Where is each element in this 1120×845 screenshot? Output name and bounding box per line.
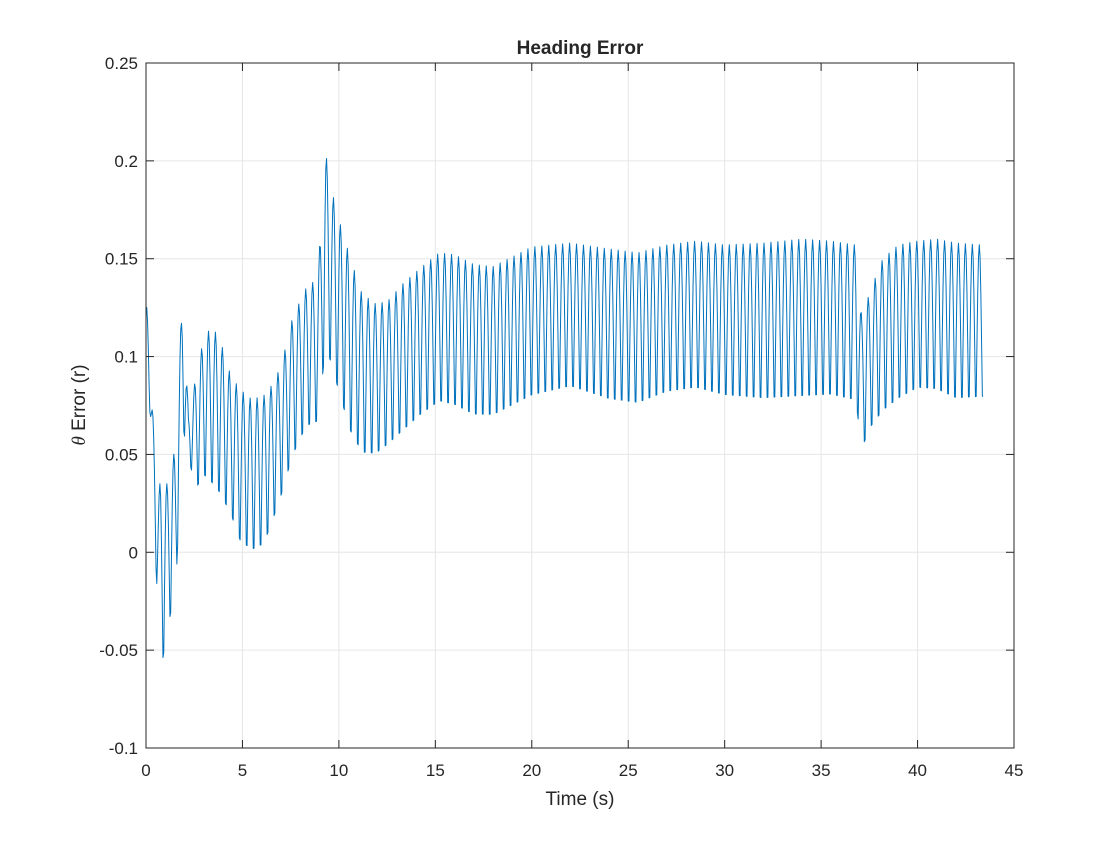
chart-title: Heading Error bbox=[517, 38, 644, 59]
y-tick-label: 0.2 bbox=[114, 152, 138, 171]
y-tick-label: 0.15 bbox=[105, 250, 138, 269]
x-grid bbox=[145, 63, 1015, 748]
x-tick-label: 30 bbox=[715, 761, 734, 780]
plot-area bbox=[146, 63, 1014, 748]
y-tick-label: 0.25 bbox=[105, 54, 138, 73]
y-tick-label: -0.05 bbox=[99, 641, 138, 660]
x-tick-label: 45 bbox=[1005, 761, 1024, 780]
x-tick-labels: 0 5 10 15 20 25 30 35 40 45 bbox=[141, 761, 1023, 780]
x-tick-label: 15 bbox=[426, 761, 445, 780]
x-tick-label: 0 bbox=[141, 761, 150, 780]
y-axis-label-symbol: θ bbox=[69, 436, 90, 445]
y-axis-label: θ Error (r) bbox=[69, 364, 90, 445]
x-axis-label: Time (s) bbox=[546, 789, 615, 810]
x-tick-label: 35 bbox=[812, 761, 831, 780]
x-tick-label: 40 bbox=[908, 761, 927, 780]
y-axis-label-text: Error (r) bbox=[69, 364, 90, 436]
y-tick-labels: -0.1 -0.05 0 0.05 0.1 0.15 0.2 0.25 bbox=[99, 54, 138, 758]
series-line bbox=[146, 158, 984, 658]
y-tick-label: 0.1 bbox=[114, 348, 138, 367]
x-tick-label: 25 bbox=[619, 761, 638, 780]
y-tick-label: 0.05 bbox=[105, 445, 138, 464]
x-tick-label: 20 bbox=[522, 761, 541, 780]
series-layer bbox=[146, 158, 984, 658]
axis-ticks bbox=[145, 62, 1015, 749]
y-tick-label: 0 bbox=[129, 543, 138, 562]
y-tick-label: -0.1 bbox=[109, 739, 138, 758]
x-tick-label: 5 bbox=[238, 761, 247, 780]
x-tick-label: 10 bbox=[329, 761, 348, 780]
axes-box bbox=[145, 62, 1015, 749]
